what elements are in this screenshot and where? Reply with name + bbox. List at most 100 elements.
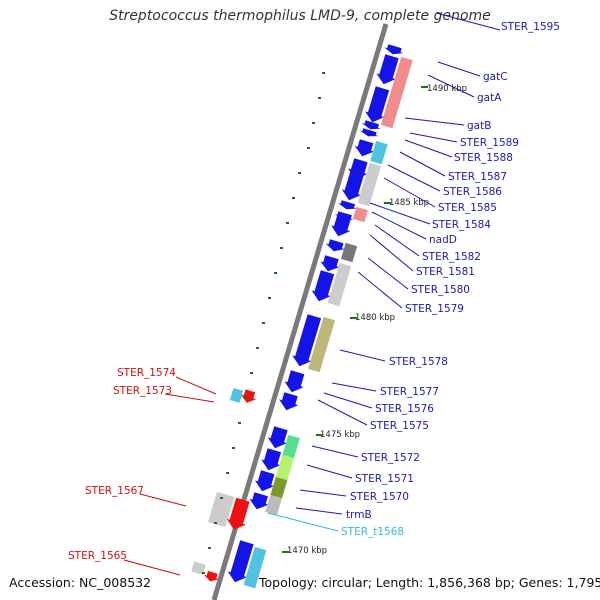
gene-label-ster-1584[interactable]: STER_1584	[432, 219, 491, 231]
connector-line	[306, 464, 353, 479]
minor-tick	[312, 122, 315, 124]
gene-block	[265, 494, 282, 516]
connector-line	[435, 12, 501, 31]
connector-line	[317, 399, 368, 426]
gene-label-gata[interactable]: gatA	[477, 92, 502, 104]
gene-label-ster-1577[interactable]: STER_1577	[380, 386, 439, 398]
gene-arrow-forward	[279, 392, 299, 411]
gene-arrow-forward	[311, 270, 335, 302]
gene-label-ster-1571[interactable]: STER_1571	[355, 473, 414, 485]
gene-arrow-forward	[254, 470, 275, 492]
connector-line	[427, 74, 475, 98]
gene-block	[275, 454, 294, 481]
gene-label-ster-1580[interactable]: STER_1580	[411, 284, 470, 296]
gene-arrow-forward	[354, 139, 374, 157]
gene-label-ster-1595[interactable]: STER_1595	[501, 21, 560, 33]
gene-label-trmb[interactable]: trmB	[346, 509, 372, 521]
minor-tick	[238, 422, 241, 424]
gene-block	[370, 140, 388, 165]
gene-label-ster-1578[interactable]: STER_1578	[389, 356, 448, 368]
gene-label-ster-1575[interactable]: STER_1575	[370, 420, 429, 432]
gene-arrow-forward	[320, 255, 340, 272]
connector-line	[369, 234, 414, 272]
minor-tick	[262, 322, 265, 324]
gene-label-ster-1582[interactable]: STER_1582	[422, 251, 481, 263]
gene-block	[327, 262, 352, 307]
gene-label-gatc[interactable]: gatC	[483, 71, 508, 83]
gene-arrow-forward	[261, 448, 282, 471]
connector-line	[437, 61, 481, 77]
connector-line	[369, 202, 431, 225]
gene-arrow-forward	[384, 44, 404, 55]
connector-line	[323, 392, 373, 409]
connector-line	[267, 512, 339, 532]
gene-label-ster-1576[interactable]: STER_1576	[375, 403, 434, 415]
gene-block	[380, 56, 413, 129]
gene-label-ster-1579[interactable]: STER_1579	[405, 303, 464, 315]
connector-line	[295, 507, 343, 515]
tick-label-1480: 1480 kbp	[355, 313, 395, 323]
gene-arrow-forward	[249, 492, 269, 510]
gene-arrow-forward	[227, 540, 254, 583]
connector-line	[339, 349, 386, 362]
gene-arrow-forward	[284, 370, 305, 393]
connector-line	[409, 132, 458, 143]
gene-label-nadd[interactable]: nadD	[429, 234, 457, 246]
gene-label-ster-1573[interactable]: STER_1573	[113, 385, 172, 397]
gene-arrow-forward	[337, 200, 357, 210]
gene-label-ster-1567[interactable]: STER_1567	[85, 485, 144, 497]
tick-mark	[350, 317, 357, 319]
connector-line	[367, 257, 409, 290]
gene-block	[282, 434, 300, 459]
gene-label-ster-1585[interactable]: STER_1585	[438, 202, 497, 214]
topology-text: Topology: circular; Length: 1,856,368 bp…	[259, 575, 600, 590]
connector-line	[311, 445, 359, 458]
minor-tick	[318, 97, 321, 99]
gene-block	[270, 476, 288, 499]
connector-line	[371, 211, 427, 240]
tick-mark	[316, 434, 323, 436]
gene-label-ster-t1568[interactable]: STER_t1568	[341, 526, 404, 538]
gene-label-ster-1586[interactable]: STER_1586	[443, 186, 502, 198]
gene-label-ster-1574[interactable]: STER_1574	[117, 367, 176, 379]
gene-arrow-forward	[267, 426, 288, 449]
minor-tick	[214, 522, 217, 524]
gene-label-ster-1589[interactable]: STER_1589	[460, 137, 519, 149]
gene-arrow-reverse	[226, 497, 250, 530]
connector-line	[299, 489, 347, 497]
gene-arrow-reverse	[240, 389, 257, 403]
connector-line	[399, 151, 446, 177]
connector-line	[139, 493, 187, 507]
gene-arrow-reverse	[203, 570, 220, 582]
gene-label-ster-1588[interactable]: STER_1588	[454, 152, 513, 164]
right-gene-labels: STER_1595 gatC gatA gatB STER_1589 STER_…	[341, 21, 560, 538]
gene-arrow-forward	[365, 86, 390, 123]
gene-block	[352, 206, 368, 223]
map-title: Streptococcus thermophilus LMD-9, comple…	[109, 8, 491, 24]
minor-tick	[280, 247, 283, 249]
gene-label-ster-1587[interactable]: STER_1587	[448, 171, 507, 183]
gene-arrow-forward	[325, 239, 345, 252]
gene-arrow-forward	[292, 314, 322, 367]
gene-label-ster-1572[interactable]: STER_1572	[361, 452, 420, 464]
gene-arrow-forward	[361, 120, 381, 130]
minor-tick	[298, 172, 301, 174]
minor-tick	[268, 297, 271, 299]
gene-label-gatb[interactable]: gatB	[467, 120, 491, 132]
tick-label-1485: 1485 kbp	[389, 198, 429, 208]
gene-label-ster-1581[interactable]: STER_1581	[416, 266, 475, 278]
gene-arrow-forward	[376, 54, 399, 85]
gene-block-left	[229, 387, 244, 403]
connector-line	[331, 382, 377, 392]
minor-tick	[202, 572, 205, 574]
tick-label-1475: 1475 kbp	[320, 430, 360, 440]
genome-features	[123, 12, 501, 589]
tick-mark	[421, 86, 428, 88]
gene-label-ster-1570[interactable]: STER_1570	[350, 491, 409, 503]
gene-arrow-forward	[331, 214, 351, 237]
minor-tick	[256, 347, 259, 349]
tick-label-1470: 1470 kbp	[287, 546, 327, 556]
minor-tick	[274, 272, 277, 274]
gene-label-ster-1565[interactable]: STER_1565	[68, 550, 127, 562]
